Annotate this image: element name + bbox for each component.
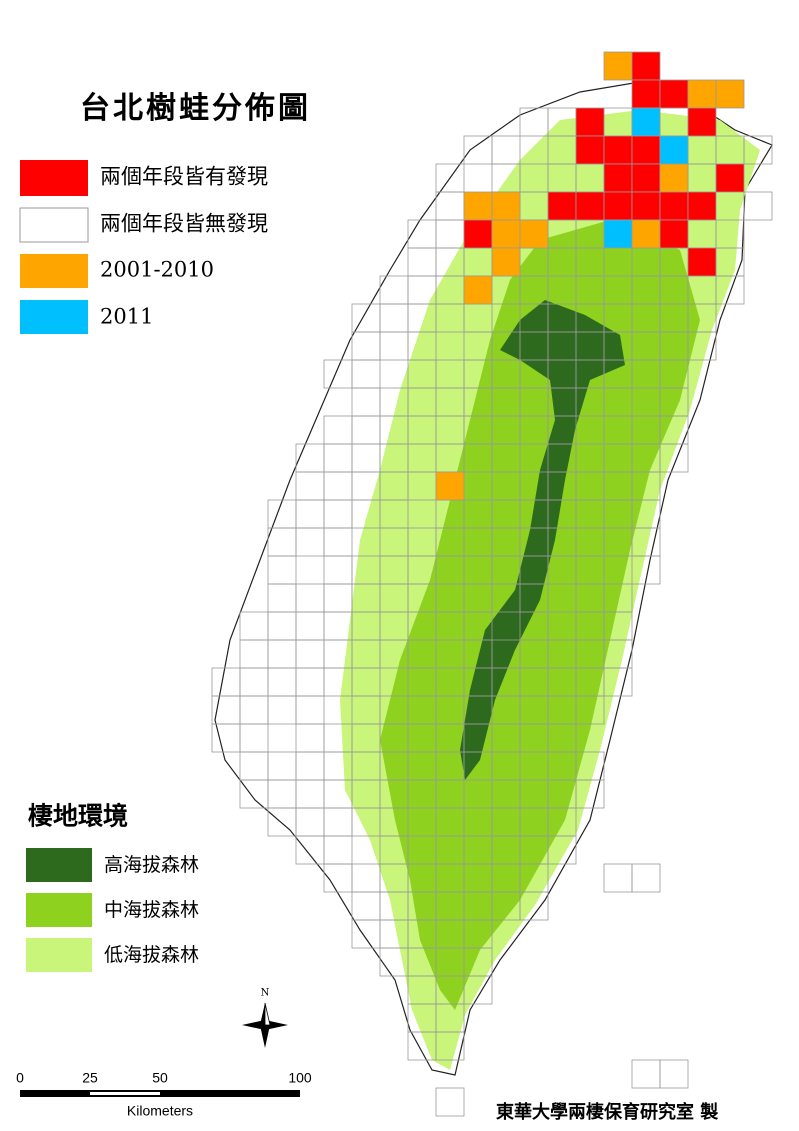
grid-cell [631, 555, 661, 585]
legend-label: 兩個年段皆無發現 [100, 212, 268, 236]
grid-cell [659, 79, 689, 109]
grid-cell [435, 471, 465, 501]
grid-cell [519, 219, 549, 249]
grid-cell [435, 1087, 465, 1117]
grid-cell [631, 79, 661, 109]
grid-cell [631, 863, 661, 893]
grid-cell [715, 163, 745, 193]
grid-cell [659, 443, 689, 473]
grid-cell [463, 275, 493, 305]
grid-cell [659, 219, 689, 249]
habitat-label: 中海拔森林 [104, 899, 199, 921]
grid-cell [631, 135, 661, 165]
grid-cell [575, 107, 605, 137]
grid-cell [631, 107, 661, 137]
legend-swatch [19, 207, 89, 243]
legend-swatch [20, 254, 88, 288]
legend-label: 2011 [100, 305, 153, 329]
grid-cell [603, 863, 633, 893]
grid-cell [687, 247, 717, 277]
habitat-swatch [26, 893, 92, 927]
grid-cell [687, 191, 717, 221]
grid-cell [687, 107, 717, 137]
grid-cell [575, 779, 605, 809]
scale-label: 25 [82, 1070, 98, 1086]
grid [211, 51, 773, 1117]
habitat-swatch [26, 938, 92, 972]
grid-cell [603, 219, 633, 249]
grid-cell [603, 667, 633, 697]
grid-cell [519, 891, 549, 921]
scale-unit: Kilometers [127, 1103, 193, 1119]
grid-cell [715, 79, 745, 109]
grid-cell [687, 79, 717, 109]
grid-cell [603, 51, 633, 81]
grid-cell [603, 191, 633, 221]
habitat-title: 棲地環境 [28, 802, 128, 831]
grid-cell [463, 219, 493, 249]
north-arrow: N [242, 988, 288, 1048]
legend-swatch [20, 300, 88, 334]
grid-cell [491, 247, 521, 277]
legend-swatch [20, 160, 88, 196]
grid-cell [631, 51, 661, 81]
grid-cell [603, 163, 633, 193]
grid-cell [547, 191, 577, 221]
grid-cell [631, 1059, 661, 1089]
grid-cell [575, 695, 605, 725]
grid-cell [659, 135, 689, 165]
legend-label: 2001-2010 [100, 258, 214, 282]
grid-cell [491, 219, 521, 249]
grid-cell [631, 191, 661, 221]
grid-cell [631, 163, 661, 193]
grid-cell [575, 135, 605, 165]
grid-cell [659, 191, 689, 221]
habitat-label: 低海拔森林 [104, 944, 199, 966]
north-label: N [261, 988, 270, 999]
grid-cell [463, 191, 493, 221]
scale-label: 0 [16, 1070, 24, 1086]
scale-label: 100 [288, 1070, 312, 1086]
grid-cell [547, 835, 577, 865]
grid-cell [743, 191, 773, 221]
legend-label: 兩個年段皆有發現 [100, 165, 268, 189]
grid-cell [631, 219, 661, 249]
habitat-label: 高海拔森林 [104, 854, 199, 876]
credit: 東華大學兩棲保育研究室 製 [496, 1101, 718, 1123]
island [214, 81, 773, 1076]
scale-bar: 0 25 50 100 Kilometers [16, 1070, 312, 1119]
scale-label: 50 [152, 1070, 168, 1086]
grid-cell [603, 135, 633, 165]
grid-cell [463, 975, 493, 1005]
grid-cell [659, 1059, 689, 1089]
grid-cell [715, 275, 745, 305]
map-title: 台北樹蛙分佈圖 [80, 91, 311, 126]
grid-cell [687, 331, 717, 361]
grid-cell [435, 1031, 465, 1061]
grid-cell [659, 163, 689, 193]
grid-cell [491, 191, 521, 221]
mid-forest [380, 220, 700, 1010]
grid-cell [575, 191, 605, 221]
grid-cell [743, 135, 773, 165]
habitat-swatch [26, 848, 92, 882]
high-forest [460, 300, 625, 780]
